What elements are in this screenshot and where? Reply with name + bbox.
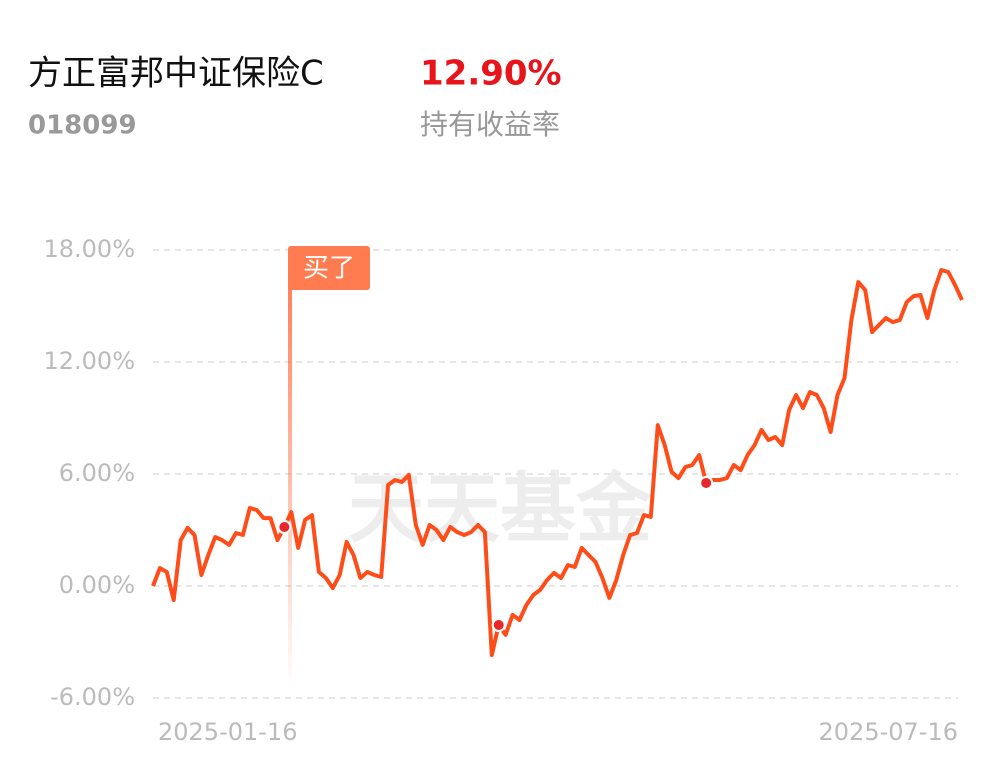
- fund-code: 018099: [28, 111, 137, 141]
- x-tick-label: 2025-07-16: [819, 718, 958, 746]
- y-tick-label: -6.00%: [50, 683, 135, 711]
- trade-dot: [699, 475, 714, 490]
- grid: -6.00% 0.00% 6.00% 12.00% 18.00% 2025-01-16 20…: [43, 235, 958, 746]
- y-tick-label: 18.00%: [43, 235, 135, 263]
- holding-return: 12.90%: [420, 54, 562, 94]
- fund-name: 方正富邦中证保险C: [28, 54, 324, 94]
- buy-label: 买了: [303, 254, 355, 284]
- x-tick-label: 2025-01-16: [158, 718, 297, 746]
- buy-line: [288, 262, 292, 690]
- trade-dot: [277, 520, 292, 535]
- buy-flag: [288, 246, 370, 290]
- watermark: 天天基金: [348, 464, 653, 553]
- y-tick-label: 6.00%: [59, 459, 135, 487]
- y-tick-label: 0.00%: [59, 571, 135, 599]
- y-tick-label: 12.00%: [43, 347, 135, 375]
- trade-dot: [491, 618, 506, 633]
- plot: [151, 268, 964, 658]
- return-label: 持有收益率: [420, 108, 560, 141]
- line: [151, 268, 964, 658]
